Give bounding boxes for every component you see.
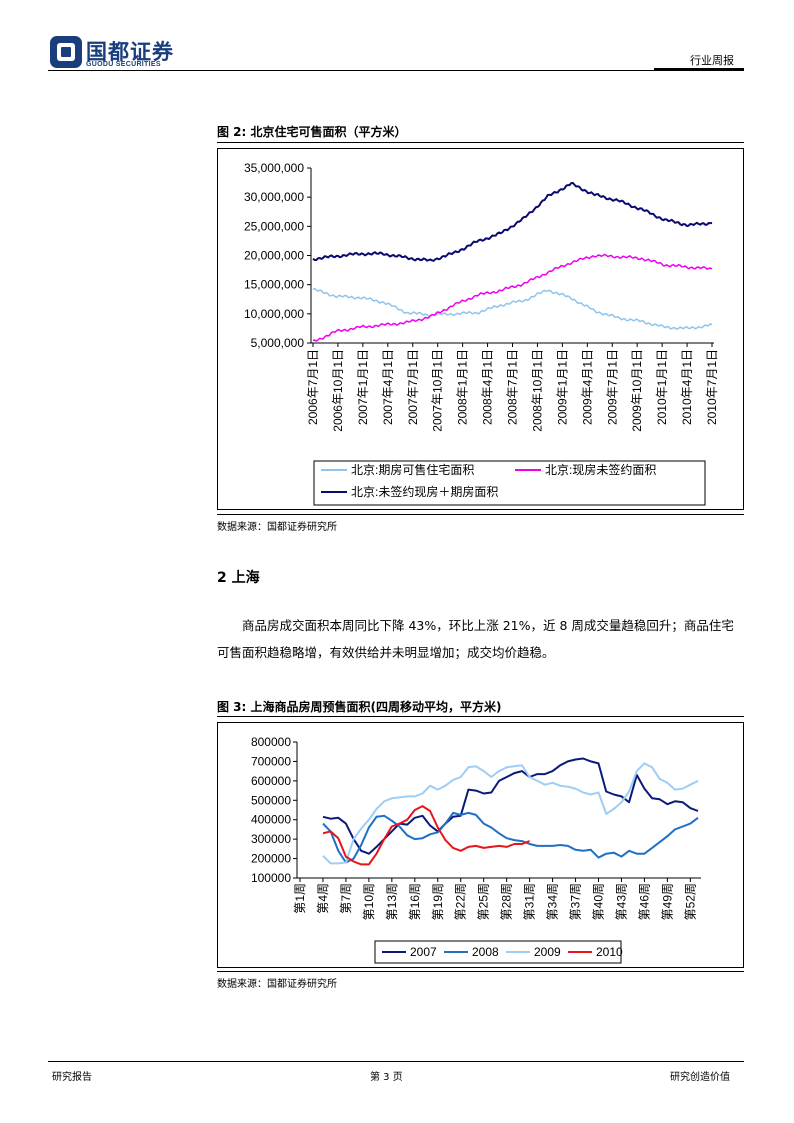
figure2-x-tick-label: 2008年1月1日 [456,349,470,425]
figure3-x-tick-label: 第49周 [660,883,674,920]
figure2-x-tick-label: 2006年7月1日 [306,349,320,425]
figure3-legend-box [374,940,622,964]
figure3-legend-label: 2007 [410,945,437,959]
figure2-x-tick-label: 2010年1月1日 [655,349,669,425]
figure3-x-tick-label: 第4周 [316,883,330,914]
figure2-y-tick-label: 15,000,000 [244,278,304,292]
figure2-title: 图 2: 北京住宅可售面积（平方米） [217,125,407,139]
figure2-x-tick-label: 2007年1月1日 [356,349,370,425]
figure3-x-tick-label: 第10周 [362,883,376,920]
figure3-x-tick-label: 第13周 [385,883,399,920]
figure3-legend-label: 2008 [472,945,499,959]
figure2-x-tick-label: 2007年10月1日 [431,349,445,432]
figure3-x-tick-label: 第31周 [523,883,537,920]
section-paragraph: 商品房成交面积本周同比下降 43%，环比上涨 21%，近 8 周成交量趋稳回升；… [217,618,734,660]
figure2-y-tick-label: 5,000,000 [251,336,305,350]
figure3-y-tick-label: 300000 [251,832,291,846]
figure2-x-tick-label: 2007年7月1日 [406,349,420,425]
figure2-src-rule [217,514,744,515]
figure3-x-tick-label: 第37周 [569,883,583,920]
header-rule [48,70,744,71]
figure3-x-tick-label: 第19周 [431,883,445,920]
figure3-x-tick-label: 第1周 [293,883,307,914]
figure3-legend-label: 2010 [596,945,623,959]
logo-cn: 国都证券 [86,40,174,64]
figure2-y-tick-label: 30,000,000 [244,190,304,204]
figure2-x-tick-label: 2008年7月1日 [506,349,520,425]
figure2-svg: 35,000,000 30,000,000 25,000,000 20,000,000… [217,148,744,510]
figure3-src-rule [217,971,744,972]
figure2-x-tick-label: 2008年10月1日 [530,349,544,432]
figure2-y-tick-label: 10,000,000 [244,307,304,321]
figure2-y-tick-label: 35,000,000 [244,161,304,175]
figure3-y-tick-label: 200000 [251,852,291,866]
figure2-x-tick-label: 2010年4月1日 [680,349,694,425]
figure3-x-tick-label: 第46周 [637,883,651,920]
figure3-source: 数据来源：国都证券研究所 [217,979,337,990]
figure3-svg: 800000 700000 600000 500000 400000 300000 2000… [217,722,744,968]
header-rule-right [654,68,744,70]
logo [50,36,82,68]
figure3-x-tick-label: 第28周 [500,883,514,920]
figure2-x-tick-label: 2007年4月1日 [381,349,395,425]
figure3-title: 图 3: 上海商品房周预售面积(四周移动平均，平方米) [217,700,502,714]
figure2-x-tick-label: 2008年4月1日 [481,349,495,425]
figure3-y-tick-label: 400000 [251,813,291,827]
figure3-y-tick-label: 500000 [251,793,291,807]
figure2-x-tick-label: 2009年4月1日 [580,349,594,425]
figure3-x-tick-label: 第7周 [339,883,353,914]
figure2-x-tick-label: 2009年10月1日 [630,349,644,432]
figure3-series-line [322,805,530,866]
figure3-x-tick-label: 第25周 [477,883,491,920]
logo-en: GUODU SECURITIES [86,61,161,68]
figure3-x-tick-label: 第52周 [683,883,697,920]
figure2-legend-label: 北京:期房可售住宅面积 [351,462,474,477]
figure3-x-tick-label: 第16周 [408,883,422,920]
figure3-y-tick-label: 600000 [251,774,291,788]
figure3-x-tick-label: 第22周 [454,883,468,920]
figure3-frame [217,722,744,968]
footer-right: 研究创造价值 [670,1072,730,1083]
figure2-series-line [312,253,713,342]
figure2-x-tick-label: 2006年10月1日 [331,349,345,432]
section-heading: 2 上海 [217,570,260,586]
figure2-x-tick-label: 2009年7月1日 [605,349,619,425]
figure3-y-tick-label: 100000 [251,871,291,885]
footer-left: 研究报告 [52,1072,92,1083]
figure2-legend-label: 北京:未签约现房＋期房面积 [351,484,498,499]
figure3-chart: 800000 700000 600000 500000 400000 300000 2000… [217,722,744,972]
footer-rule [48,1061,744,1062]
figure3-y-tick-label: 700000 [251,754,291,768]
figure3-legend-label: 2009 [534,945,561,959]
figure3-rule [217,716,744,717]
logo-mark-icon [50,36,82,68]
figure2-x-tick-label: 2010年7月1日 [705,349,719,425]
figure2-legend-box [313,460,706,506]
figure3-series-line [322,762,699,865]
figure2-chart: 35,000,000 30,000,000 25,000,000 20,000,000… [217,148,744,514]
figure2-series-line [312,287,713,331]
figure2-frame [217,148,744,510]
report-type: 行业周报 [690,54,734,67]
figure3-series-line [322,811,699,864]
figure2-y-tick-label: 20,000,000 [244,249,304,263]
figure2-y-tick-label: 25,000,000 [244,219,304,233]
figure3-legend: 2007 2008 2009 2010 [374,940,623,964]
figure3-x-tick-label: 第34周 [546,883,560,920]
figure2-legend-label: 北京:现房未签约面积 [545,462,656,477]
figure2-x-tick-label: 2009年1月1日 [555,349,569,425]
figure3-y-tick-label: 800000 [251,735,291,749]
figure3-x-tick-label: 第40周 [592,883,606,920]
figure2-series-line [312,181,713,262]
figure2-source: 数据来源：国都证券研究所 [217,522,337,533]
figure3-x-tick-label: 第43周 [614,883,628,920]
footer-center: 第 3 页 [370,1072,403,1083]
figure2-rule [217,142,744,143]
